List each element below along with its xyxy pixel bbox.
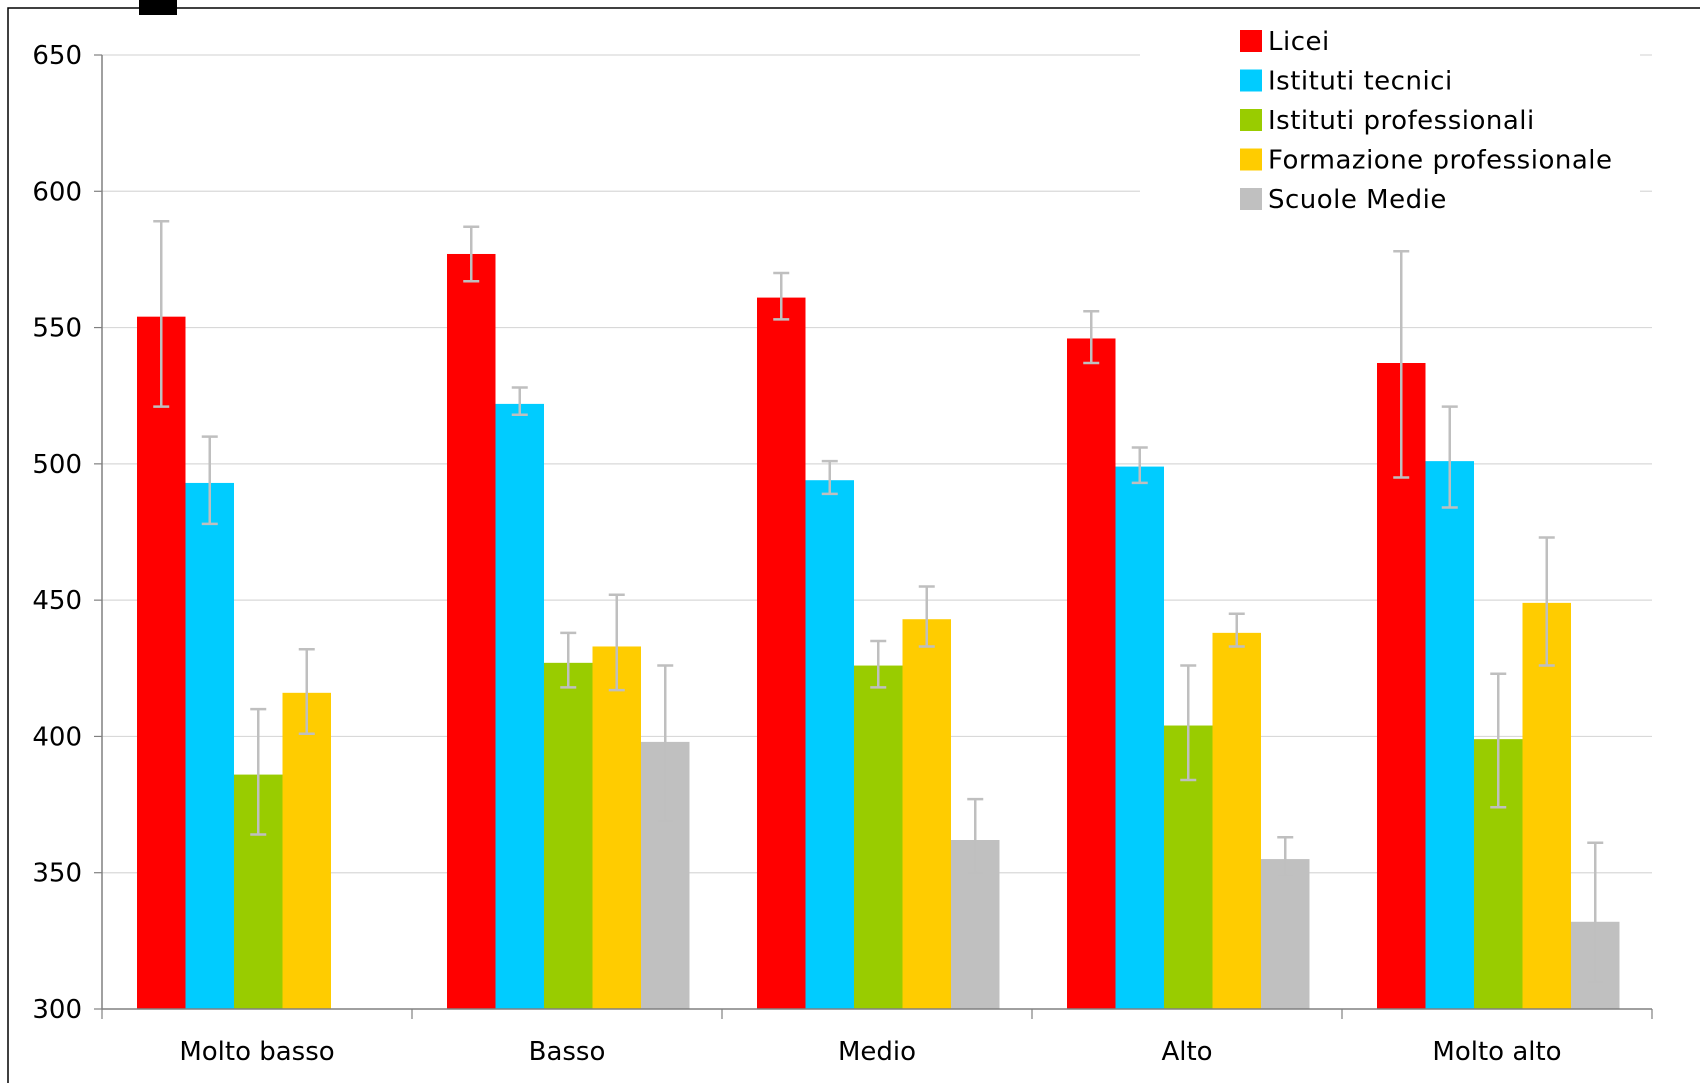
y-tick-label: 600 xyxy=(32,177,82,207)
bar-scuole-medie xyxy=(1261,859,1310,1009)
corner-marker xyxy=(139,0,177,15)
y-tick-label: 500 xyxy=(32,450,82,480)
legend-background xyxy=(1140,24,1640,230)
bar-licei xyxy=(447,253,496,1009)
bar-istituti-tecnici xyxy=(185,482,234,1009)
y-tick-label: 350 xyxy=(32,859,82,889)
legend-swatch xyxy=(1240,109,1262,131)
bar-istituti-professionali xyxy=(544,662,593,1009)
y-tick-label: 300 xyxy=(32,995,82,1025)
error-bars-layer xyxy=(153,220,1604,983)
bar-istituti-tecnici xyxy=(495,403,544,1009)
axes: 300 350 400 450 500 550 600 650 Molto basso Basso… xyxy=(32,41,1653,1067)
legend-swatch xyxy=(1240,148,1262,171)
bar-licei xyxy=(137,316,186,1009)
x-tick-label: Molto alto xyxy=(1432,1037,1561,1067)
bar-istituti-tecnici xyxy=(1115,466,1164,1009)
y-tick-label: 550 xyxy=(32,314,82,344)
legend-swatch xyxy=(1240,188,1262,210)
bar-formazione-professionale xyxy=(902,619,951,1009)
bars-layer xyxy=(137,253,1620,1010)
bar-istituti-tecnici xyxy=(805,480,854,1009)
legend: Licei Istituti tecnici Istituti profession… xyxy=(1140,24,1640,230)
bar-licei xyxy=(757,297,806,1009)
bar-formazione-professionale xyxy=(1212,632,1261,1009)
y-tick-label: 400 xyxy=(32,722,82,752)
x-tick-label: Alto xyxy=(1161,1037,1212,1067)
bar-istituti-tecnici xyxy=(1425,461,1474,1009)
legend-label: Formazione professionale xyxy=(1268,146,1612,176)
legend-label: Istituti tecnici xyxy=(1268,67,1453,97)
legend-label: Istituti professionali xyxy=(1268,106,1535,136)
x-tick-label: Medio xyxy=(838,1037,916,1067)
y-tick-label: 450 xyxy=(32,586,82,616)
bar-formazione-professionale xyxy=(592,646,641,1009)
y-tick-label: 650 xyxy=(32,41,82,71)
x-tick-label: Molto basso xyxy=(179,1037,334,1067)
bar-formazione-professionale xyxy=(282,692,331,1009)
legend-label: Licei xyxy=(1268,27,1330,57)
bar-licei xyxy=(1067,338,1116,1010)
legend-swatch xyxy=(1240,30,1262,52)
legend-swatch xyxy=(1240,69,1262,92)
bar-istituti-professionali xyxy=(854,665,903,1009)
legend-label: Scuole Medie xyxy=(1268,185,1447,215)
bar-formazione-professionale xyxy=(1522,602,1571,1009)
x-tick-label: Basso xyxy=(529,1037,606,1067)
